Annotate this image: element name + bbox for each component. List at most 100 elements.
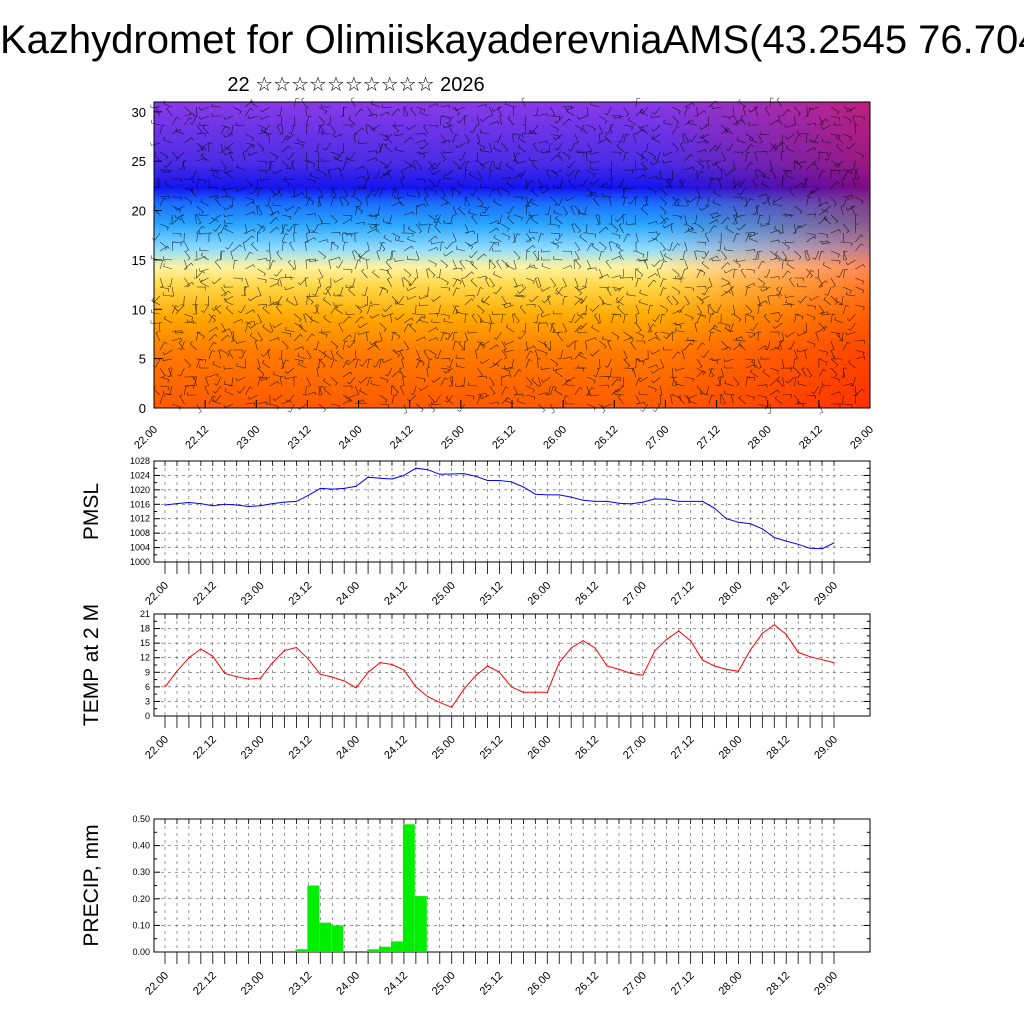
wind-barb bbox=[428, 337, 439, 342]
wind-barb bbox=[208, 314, 217, 324]
wind-barb bbox=[623, 331, 632, 340]
wind-barb bbox=[784, 213, 795, 217]
wind-barb bbox=[184, 196, 193, 205]
wind-barb bbox=[745, 304, 753, 314]
wind-barb bbox=[330, 197, 337, 207]
precip-bar bbox=[331, 925, 344, 952]
wind-barb bbox=[308, 258, 319, 263]
wind-barb bbox=[269, 210, 280, 216]
wind-barb bbox=[855, 264, 866, 270]
wind-barb bbox=[275, 304, 283, 315]
wind-barb bbox=[223, 151, 234, 156]
wind-barb bbox=[189, 341, 197, 351]
wind-barb bbox=[330, 188, 337, 198]
wind-barb bbox=[452, 277, 462, 285]
wind-barb bbox=[541, 295, 551, 304]
profile-xtick-label: 24.12 bbox=[388, 424, 416, 452]
wind-barb bbox=[175, 304, 185, 312]
wind-barb bbox=[562, 118, 572, 126]
data-point bbox=[725, 518, 728, 520]
wind-barb bbox=[199, 106, 209, 111]
wind-barb bbox=[562, 379, 572, 387]
page-title: Kazhydromet for OlimiiskayaderevniaAMS(4… bbox=[0, 18, 1024, 62]
wind-barb bbox=[806, 190, 816, 198]
wind-barb bbox=[836, 268, 844, 278]
wind-barb bbox=[843, 286, 852, 294]
wind-barb bbox=[159, 260, 166, 270]
wind-barb bbox=[394, 132, 405, 137]
wind-barb bbox=[501, 376, 505, 386]
wind-barb bbox=[407, 225, 417, 234]
data-point bbox=[582, 640, 584, 642]
wind-barb bbox=[550, 277, 557, 288]
wind-barb bbox=[445, 395, 454, 405]
wind-barb bbox=[333, 292, 344, 297]
wind-barb bbox=[623, 337, 634, 342]
wind-barb bbox=[391, 188, 398, 198]
wind-barb bbox=[219, 142, 223, 153]
wind-barb bbox=[639, 299, 649, 306]
xtick-label: 28.00 bbox=[717, 970, 745, 998]
wind-barb bbox=[696, 170, 705, 180]
wind-barb bbox=[433, 214, 441, 224]
wind-barb bbox=[480, 115, 490, 123]
wind-barb bbox=[415, 205, 420, 216]
wind-barb bbox=[684, 196, 689, 207]
wind-barb bbox=[830, 106, 840, 115]
wind-barb bbox=[813, 160, 820, 171]
wind-barb bbox=[666, 295, 673, 306]
wind-barb bbox=[354, 205, 361, 216]
wind-barb bbox=[812, 250, 820, 260]
wind-barb bbox=[508, 358, 515, 369]
wind-barb bbox=[733, 115, 739, 126]
wind-barb bbox=[708, 277, 713, 288]
wind-barb bbox=[245, 309, 256, 315]
wind-barb bbox=[586, 191, 597, 198]
wind-barb bbox=[699, 158, 710, 162]
wind-barb bbox=[345, 232, 356, 236]
wind-barb bbox=[501, 176, 512, 181]
wind-barb bbox=[684, 342, 693, 351]
wind-barb bbox=[458, 151, 466, 161]
wind-barb bbox=[781, 108, 791, 117]
wind-barb bbox=[416, 139, 426, 144]
wind-barb bbox=[379, 188, 386, 198]
wind-barb bbox=[467, 382, 478, 387]
wind-barb bbox=[184, 313, 194, 321]
wind-barb bbox=[369, 313, 380, 319]
profile-xtick-label: 22.00 bbox=[132, 424, 160, 452]
data-point bbox=[343, 487, 345, 489]
wind-barb bbox=[220, 160, 228, 171]
wind-barb bbox=[257, 331, 263, 342]
data-point bbox=[415, 686, 417, 688]
wind-barb bbox=[459, 259, 466, 270]
wind-barb bbox=[237, 385, 246, 394]
wind-barb bbox=[245, 386, 253, 396]
data-point bbox=[283, 649, 286, 652]
data-point bbox=[188, 501, 190, 504]
wind-barb bbox=[574, 367, 585, 372]
wind-barb bbox=[318, 385, 323, 396]
wind-barb bbox=[175, 151, 185, 159]
wind-barb bbox=[701, 250, 710, 260]
ytick-label: 3 bbox=[145, 696, 150, 706]
wind-barb bbox=[477, 160, 485, 170]
wind-barb bbox=[564, 106, 575, 111]
wind-barb bbox=[824, 151, 832, 161]
wind-barb bbox=[357, 185, 368, 190]
wind-barb bbox=[528, 212, 539, 216]
wind-barb bbox=[699, 205, 710, 211]
wind-barb bbox=[440, 187, 446, 198]
wind-barb bbox=[806, 340, 816, 348]
wind-barb bbox=[403, 106, 408, 117]
wind-barb bbox=[713, 142, 722, 152]
wind-barb bbox=[738, 341, 746, 351]
wind-barb bbox=[431, 169, 441, 176]
data-point bbox=[654, 498, 656, 500]
wind-barb bbox=[806, 268, 814, 279]
wind-barb bbox=[249, 332, 258, 342]
wind-barb bbox=[579, 295, 588, 304]
wind-barb bbox=[200, 279, 209, 288]
wind-barb bbox=[845, 205, 856, 211]
wind-barb bbox=[842, 305, 849, 315]
